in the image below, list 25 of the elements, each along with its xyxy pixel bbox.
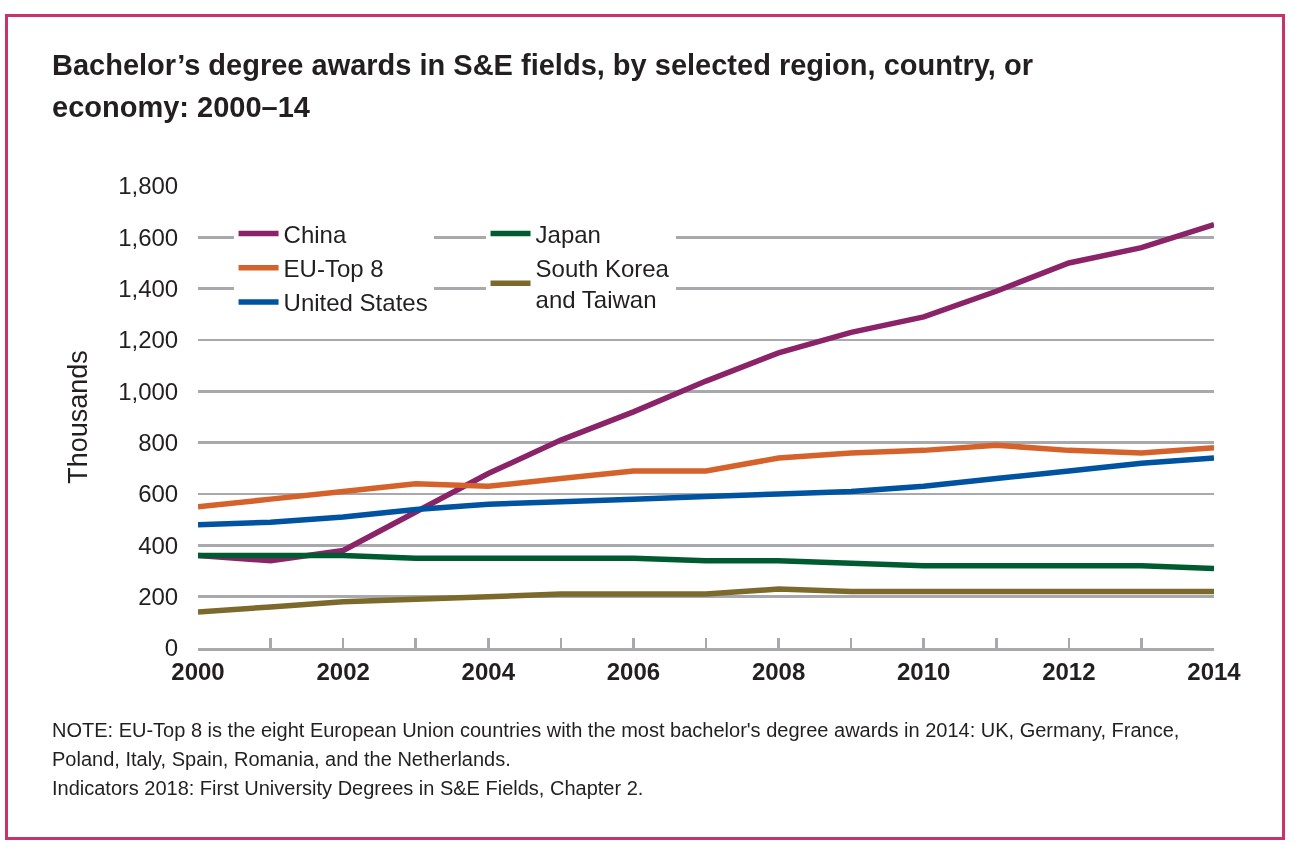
text: NOTE: EU-Top 8 is the eight European Union countries with the most bachelor's degree awards in 2014: UK, Germany, France, Poland, Italy, Spain, Romania, and the Netherlands.: [52, 718, 1181, 772]
legend-label: United States: [283, 289, 428, 317]
y-tick-label: 600: [138, 480, 179, 508]
y-tick-label: 800: [138, 429, 179, 457]
x-tick-label: 2006: [606, 657, 661, 685]
legend-label: Japan: [535, 220, 601, 248]
y-tick-label: 1,200: [118, 326, 179, 354]
chart-title: Bachelor’s degree awards in S&E fields, by selected region, country, or economy: 2000–14: [52, 48, 1034, 126]
x-tick-label: 2014: [1187, 657, 1242, 685]
x-tick-label: 2008: [751, 657, 806, 685]
x-tick-label: 2010: [897, 657, 951, 685]
x-tick-label: 2004: [461, 657, 516, 685]
legend-label: EU-Top 8: [283, 255, 384, 283]
x-tick-label: 2002: [316, 657, 370, 685]
x-tick-label: 2012: [1042, 657, 1096, 685]
y-tick-label: 1,400: [118, 275, 179, 303]
text: Indicators 2018: First University Degrees in S&E Fields, Chapter 2.: [52, 776, 645, 801]
y-tick-label: 200: [138, 583, 179, 611]
y-tick-label: 1,000: [118, 377, 179, 405]
y-tick-label: 400: [138, 531, 179, 559]
y-axis-title: Thousands: [63, 350, 94, 484]
legend-label: China: [283, 220, 347, 248]
y-tick-label: 1,800: [118, 172, 179, 200]
legend-label: South Korea and Taiwan: [535, 255, 670, 314]
y-tick-label: 1,600: [118, 223, 179, 251]
